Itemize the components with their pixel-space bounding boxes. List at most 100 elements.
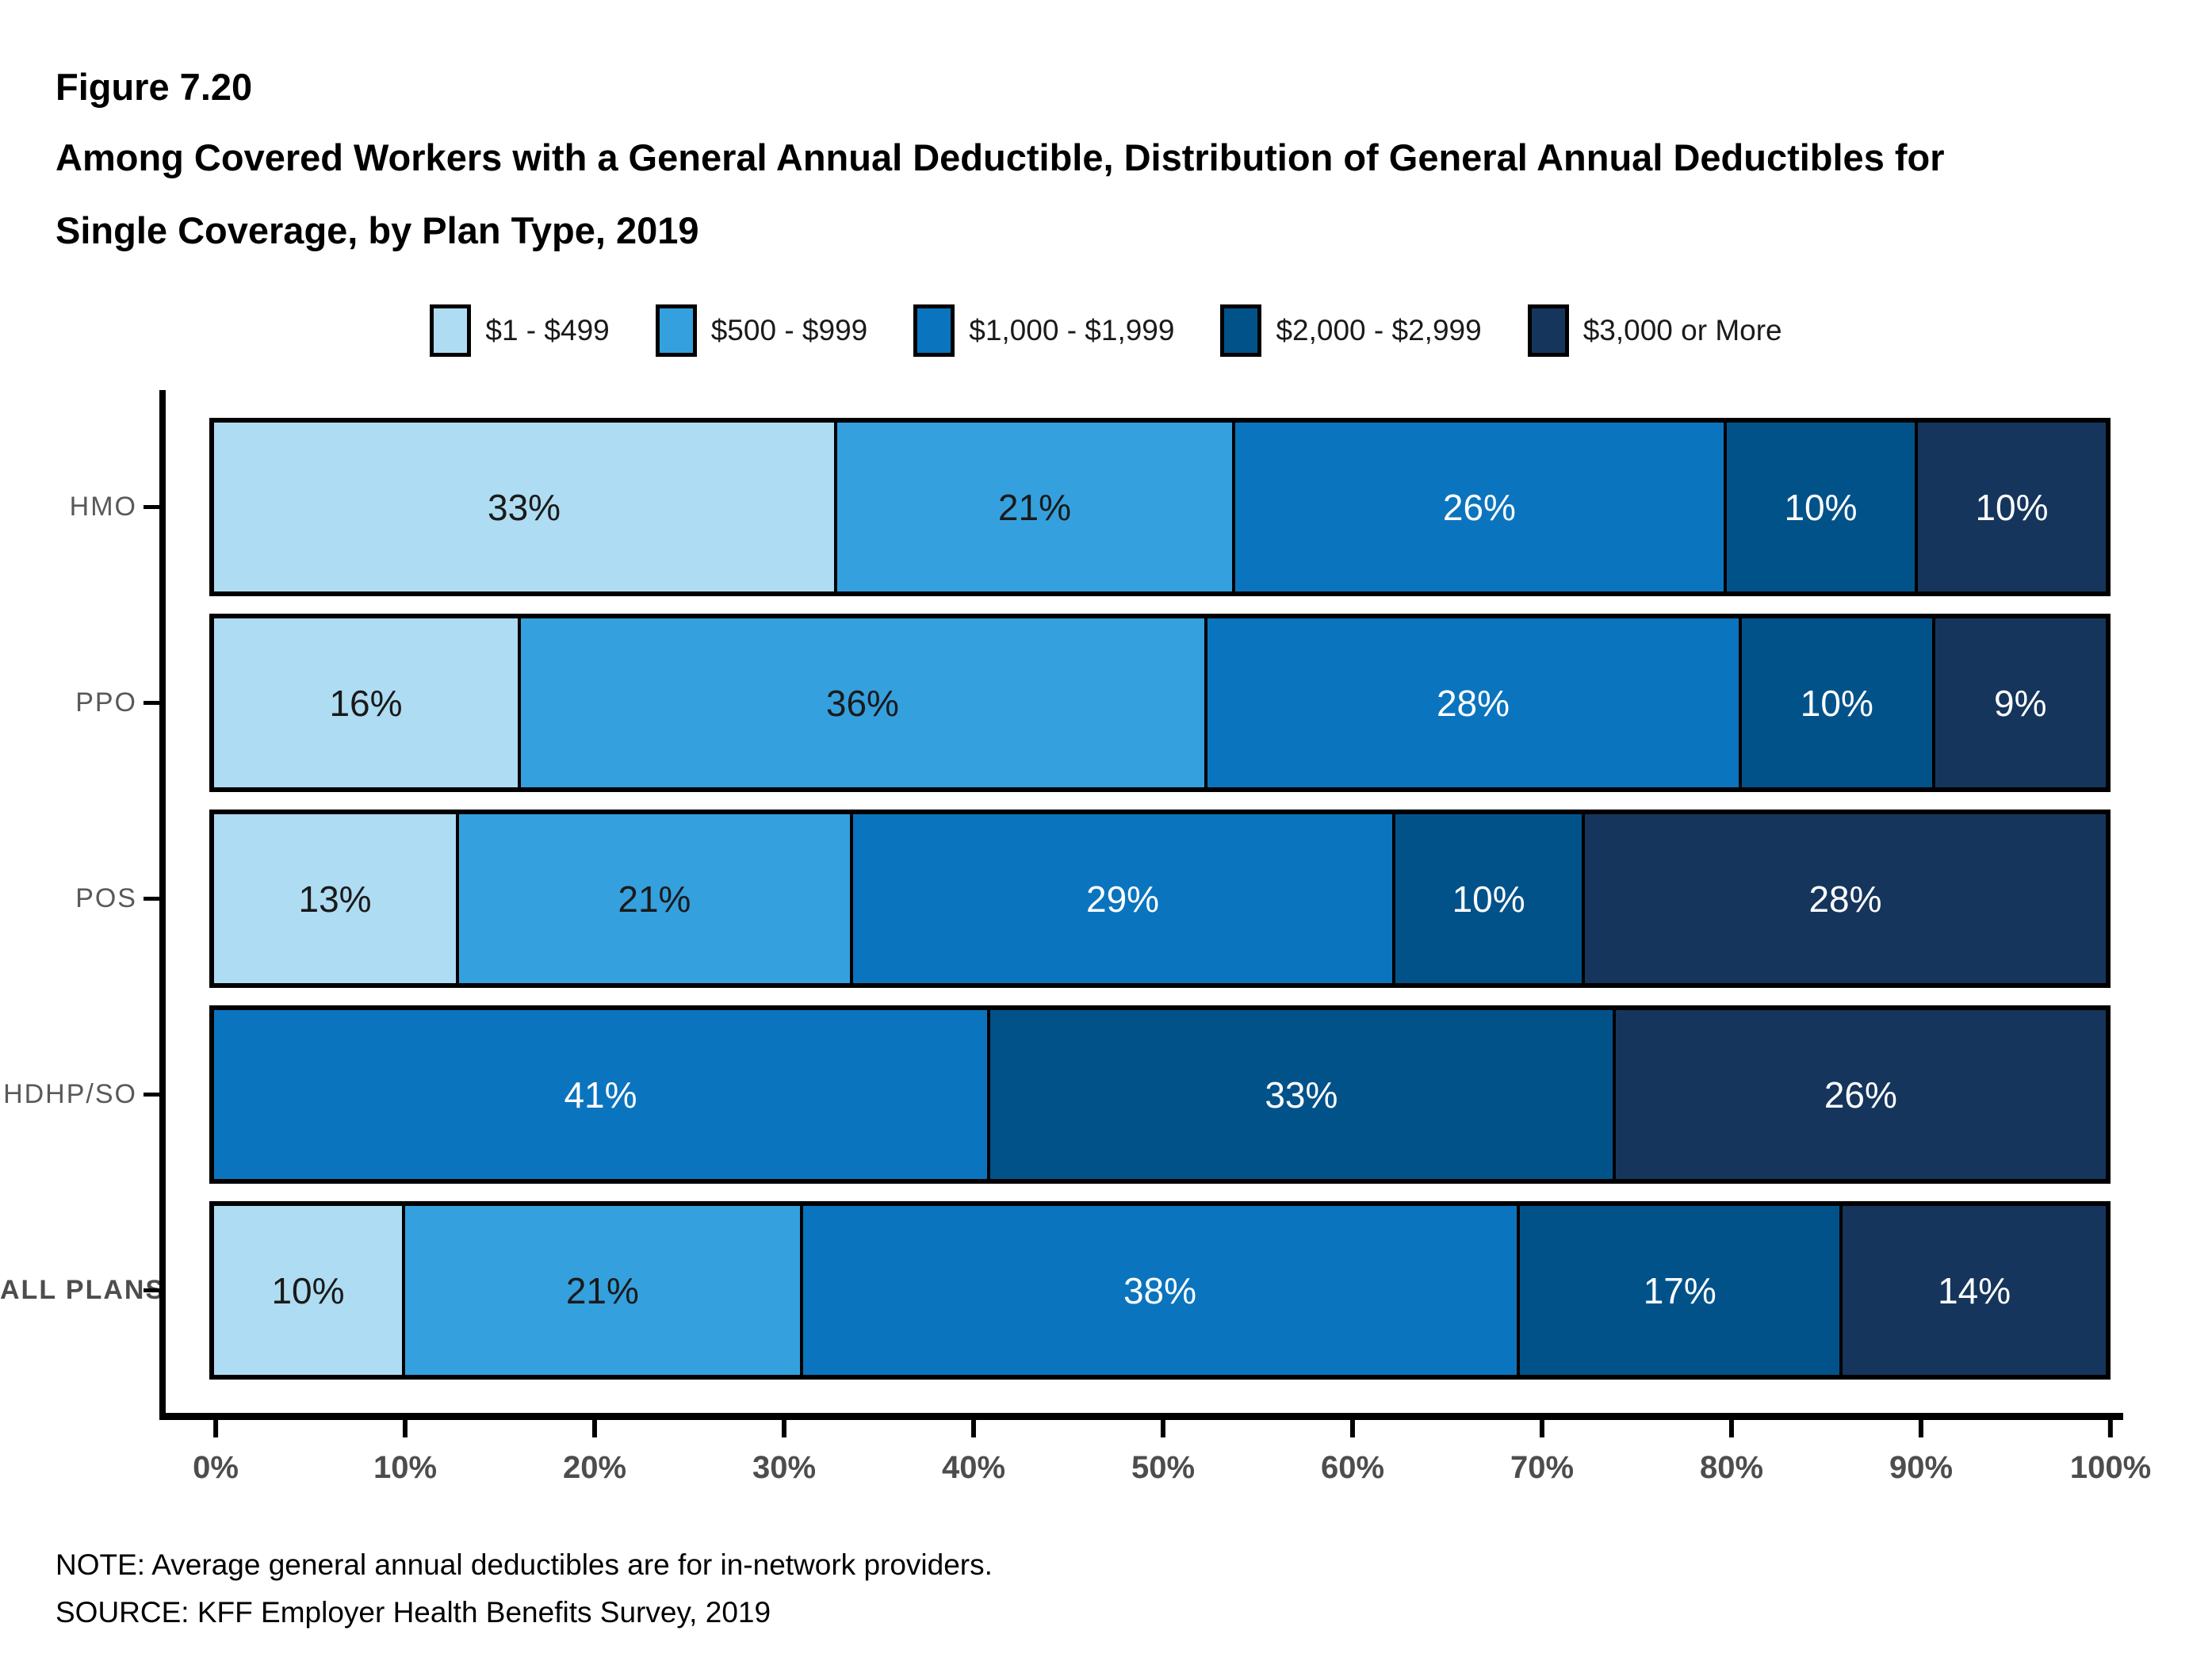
y-axis-line	[159, 390, 166, 1414]
bar-segment: 33%	[989, 1010, 1613, 1180]
x-axis-tick-mark	[2108, 1420, 2113, 1438]
bar-segment: 21%	[837, 423, 1232, 592]
stacked-bar: 41% 33% 26%	[209, 1005, 2111, 1185]
figure-footer: NOTE: Average general annual deductibles…	[55, 1541, 993, 1636]
x-axis-tick: 30%	[752, 1420, 816, 1486]
y-axis-tick	[144, 701, 159, 706]
segment-value-label: 17%	[1643, 1269, 1716, 1311]
legend-label: $1 - $499	[485, 314, 610, 347]
legend-item: $2,000 - $2,999	[1220, 304, 1482, 358]
y-axis-label: ALL PLANS	[0, 1275, 166, 1306]
segment-value-label: 36%	[825, 682, 899, 724]
x-axis-tick-label: 10%	[373, 1450, 438, 1486]
x-axis-tick-mark	[1161, 1420, 1165, 1438]
x-axis-tick-label: 50%	[1131, 1450, 1196, 1486]
x-axis-tick: 50%	[1131, 1420, 1195, 1486]
bar-segment: 28%	[1207, 618, 1739, 788]
x-axis-tick: 10%	[373, 1420, 437, 1486]
x-axis-tick: 40%	[942, 1420, 1005, 1486]
bar-segment: 10%	[1727, 423, 1915, 592]
bar-row: HMO 33% 21% 26% 10% 10%	[0, 418, 2212, 597]
x-axis-tick-label: 80%	[1699, 1450, 1764, 1486]
bar-track: 10% 21% 38% 17% 14%	[209, 1201, 2111, 1380]
x-axis-tick-mark	[971, 1420, 976, 1438]
source-text: SOURCE: KFF Employer Health Benefits Sur…	[55, 1596, 771, 1629]
legend-item: $500 - $999	[655, 304, 867, 358]
bar-row: ALL PLANS 10% 21% 38% 17% 14%	[0, 1201, 2212, 1380]
x-axis-tick-label: 0%	[193, 1450, 239, 1486]
y-axis-tick	[144, 897, 159, 901]
segment-value-label: 10%	[1452, 878, 1525, 920]
legend-swatch	[913, 304, 955, 358]
figure-title: Among Covered Workers with a General Ann…	[55, 136, 1945, 251]
bar-segment: 21%	[459, 814, 850, 984]
x-axis-tick-label: 20%	[562, 1450, 627, 1486]
x-axis-tick-label: 40%	[941, 1450, 1006, 1486]
segment-value-label: 10%	[1975, 486, 2049, 528]
bar-row: POS 13% 21% 29% 10% 28%	[0, 810, 2212, 989]
bar-row: PPO 16% 36% 28% 10% 9%	[0, 614, 2212, 793]
x-axis-tick: 20%	[563, 1420, 626, 1486]
legend-item: $1,000 - $1,999	[913, 304, 1175, 358]
x-axis-tick: 90%	[1889, 1420, 1953, 1486]
x-axis-tick-mark	[782, 1420, 786, 1438]
segment-value-label: 33%	[488, 486, 561, 528]
segment-value-label: 9%	[1994, 682, 2047, 724]
x-axis-tick-mark	[213, 1420, 218, 1438]
x-axis-tick-label: 100%	[2069, 1450, 2152, 1486]
x-axis-ticks: 0% 10% 20% 30% 40% 50% 60% 70% 80% 90% 100%	[193, 1420, 2151, 1507]
segment-value-label: 14%	[1938, 1269, 2011, 1311]
x-axis-tick-mark	[592, 1420, 597, 1438]
x-axis-tick: 0%	[193, 1420, 239, 1486]
segment-value-label: 38%	[1123, 1269, 1197, 1311]
x-axis-tick-label: 60%	[1320, 1450, 1385, 1486]
segment-value-label: 33%	[1265, 1074, 1338, 1116]
x-axis-tick-label: 70%	[1510, 1450, 1575, 1486]
x-axis-tick-label: 90%	[1889, 1450, 1954, 1486]
y-axis-label: POS	[75, 883, 137, 914]
segment-value-label: 21%	[618, 878, 691, 920]
bar-segment: 17%	[1520, 1206, 1840, 1376]
segment-value-label: 13%	[298, 878, 372, 920]
y-axis-tick	[144, 1288, 159, 1293]
y-axis-label: PPO	[75, 687, 137, 718]
note-text: NOTE: Average general annual deductibles…	[55, 1548, 993, 1582]
legend-label: $1,000 - $1,999	[969, 314, 1175, 347]
legend-label: $2,000 - $2,999	[1276, 314, 1482, 347]
segment-value-label: 28%	[1808, 878, 1882, 920]
bar-segment: 9%	[1935, 618, 2106, 788]
x-axis-tick: 80%	[1700, 1420, 1763, 1486]
stacked-bar-chart: HMO 33% 21% 26% 10% 10% PPO 16% 36% 28% 10% 9% POS 13…	[0, 390, 2212, 1507]
x-axis-tick-label: 30%	[752, 1450, 817, 1486]
x-axis-tick-mark	[1540, 1420, 1544, 1438]
bar-segment: 26%	[1234, 423, 1724, 592]
segment-value-label: 16%	[329, 682, 403, 724]
plot-area: HMO 33% 21% 26% 10% 10% PPO 16% 36% 28% 10% 9% POS 13…	[0, 390, 2212, 1414]
bar-segment: 29%	[852, 814, 1393, 984]
bar-segment: 28%	[1584, 814, 2106, 984]
stacked-bar: 16% 36% 28% 10% 9%	[209, 614, 2111, 793]
segment-value-label: 26%	[1442, 486, 1516, 528]
bar-segment: 16%	[214, 618, 519, 788]
legend-swatch	[655, 304, 697, 358]
y-axis-label: HMO	[69, 492, 137, 522]
bar-segment: 21%	[405, 1206, 800, 1376]
bar-segment: 10%	[1395, 814, 1582, 984]
legend-item: $1 - $499	[430, 304, 610, 358]
stacked-bar: 33% 21% 26% 10% 10%	[209, 418, 2111, 597]
chart-legend: $1 - $499 $500 - $999 $1,000 - $1,999 $2,00…	[0, 304, 2212, 358]
bar-row: HDHP/SO 41% 33% 26%	[0, 1005, 2212, 1185]
bar-segment: 33%	[214, 423, 835, 592]
legend-swatch	[430, 304, 472, 358]
bar-track: 33% 21% 26% 10% 10%	[209, 418, 2111, 597]
bar-segment: 36%	[521, 618, 1204, 788]
bar-track: 13% 21% 29% 10% 28%	[209, 810, 2111, 989]
bar-segment: 38%	[802, 1206, 1517, 1376]
bar-segment: 41%	[214, 1010, 987, 1180]
x-axis-tick-mark	[403, 1420, 408, 1438]
bar-segment: 26%	[1615, 1010, 2106, 1180]
bar-segment: 10%	[1742, 618, 1932, 788]
segment-value-label: 10%	[1784, 486, 1858, 528]
stacked-bar: 13% 21% 29% 10% 28%	[209, 810, 2111, 989]
